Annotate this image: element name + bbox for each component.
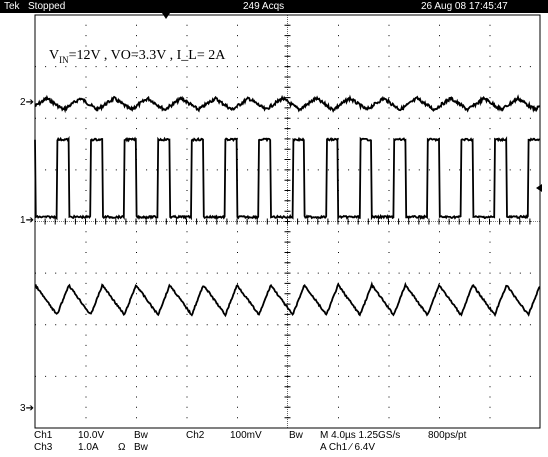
timebase: M 4.0µs 1.25GS/s [320,430,401,441]
ch1-label: Ch1 [34,430,53,441]
acquisition-state: Stopped [28,1,66,12]
trigger-position-icon [162,13,170,19]
annotation-sub: IN [59,54,69,65]
arrow-right-icon: ➔ [25,97,34,108]
ch1-marker: 1➔ [20,215,34,226]
ch1-bw: Bw [134,430,148,441]
waveforms [34,94,541,318]
ch3-label: Ch3 [34,442,53,453]
trigger-readout: A Ch1 ∕ 6.4V [320,442,376,453]
ch2-marker: 2➔ [20,97,34,108]
trigger-level-icon [536,184,542,192]
brand-label: Tek [4,1,20,12]
ch2-marker-label: 2 [20,97,26,108]
acquisition-count: 249 Acqs [243,1,285,12]
arrow-right-icon: ➔ [25,403,34,414]
date-time: 26 Aug 08 17:45:47 [421,1,508,12]
graticule [34,14,541,429]
ch3-marker: 3➔ [20,403,34,414]
ch2-bw: Bw [289,430,303,441]
ch3-bw: Bw [134,442,148,453]
status-bar: Tek Stopped 249 Acqs 26 Aug 08 17:45:47 [0,0,548,13]
ch3-ohm: Ω [118,442,126,453]
ch2-label: Ch2 [186,430,205,441]
ch2-scale: 100mV [230,430,262,441]
ch1-marker-label: 1 [20,215,26,226]
annotation-v: V [49,48,60,63]
annotation: VIN=12V , VO=3.3V , I_L= 2A [49,48,225,65]
settings-readout: Ch1 10.0V Bw Ch2 100mV Bw M 4.0µs 1.25GS… [0,430,548,457]
arrow-right-icon: ➔ [25,215,34,226]
ch3-waveform [34,281,541,318]
ch1-waveform [34,135,540,222]
ch3-marker-label: 3 [20,403,26,414]
center-ticks [34,14,531,429]
ch1-scale: 10.0V [78,430,105,441]
ch2-waveform [34,94,541,114]
annotation-rest: =12V , VO=3.3V , I_L= 2A [68,48,226,63]
resolution: 800ps/pt [428,430,467,441]
ch3-scale: 1.0A [78,442,99,453]
